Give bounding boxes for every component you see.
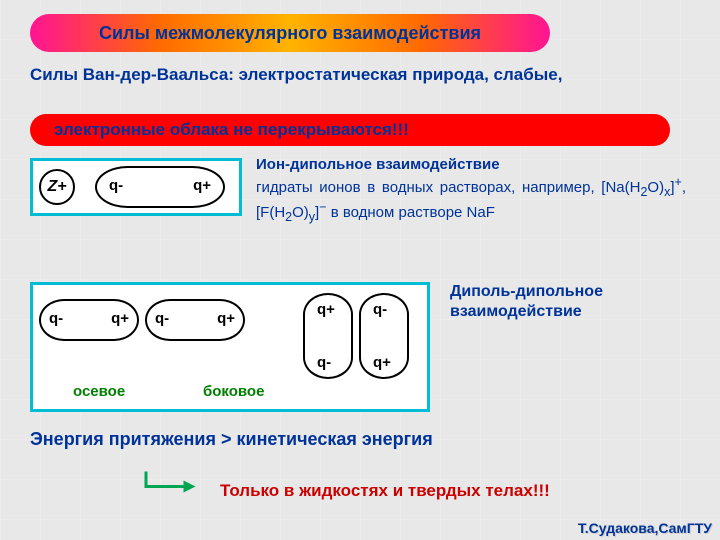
- ion-dipole-diagram: Z+ q- q+: [30, 158, 242, 216]
- charge-label: q+: [193, 177, 211, 194]
- lateral-label: боковое: [203, 383, 264, 400]
- ion-z-plus: Z+: [39, 169, 75, 205]
- ion-dipole-text: Ион-дипольное взаимодействие гидраты ион…: [256, 156, 686, 226]
- dipole-dipole-diagram: q- q+ q- q+ q+ q- q- q+ осевое боковое: [30, 282, 430, 412]
- red-highlight-bar: электронные облака не перекрываются!!!: [30, 114, 670, 146]
- axial-label: осевое: [73, 383, 125, 400]
- only-statement: Только в жидкостях и твердых телах!!!: [220, 480, 640, 501]
- charge-label: q+: [317, 301, 335, 318]
- ion-label: Z+: [47, 178, 66, 196]
- dipole-ellipse: q- q+: [95, 166, 225, 208]
- ion-dipole-heading: Ион-дипольное взаимодействие: [256, 156, 500, 173]
- charge-label: q-: [317, 354, 331, 371]
- charge-label: q+: [217, 310, 235, 327]
- charge-label: q-: [49, 310, 63, 327]
- charge-label: q-: [155, 310, 169, 327]
- ion-dipole-body: гидраты ионов в водных растворах, наприм…: [256, 179, 686, 222]
- charge-label: q-: [373, 301, 387, 318]
- charge-label: q-: [109, 177, 123, 194]
- title-bar: Силы межмолекулярного взаимодействия: [30, 14, 550, 52]
- charge-label: q+: [111, 310, 129, 327]
- dipole-ellipse: q- q+: [39, 299, 139, 341]
- author-credit: Т.Судакова,СамГТУ: [578, 520, 712, 536]
- subtitle-text: Силы Ван-дер-Ваальса: электростатическая…: [30, 64, 670, 85]
- arrow-icon: [130, 470, 210, 500]
- dipole-dipole-text: Диполь-дипольное взаимодействие: [450, 282, 700, 322]
- charge-label: q+: [373, 354, 391, 371]
- energy-statement: Энергия притяжения > кинетическая энерги…: [30, 428, 530, 451]
- dipole-ellipse: q- q+: [145, 299, 245, 341]
- dipole-ellipse-vertical: q- q+: [359, 293, 409, 379]
- dipole-ellipse-vertical: q+ q-: [303, 293, 353, 379]
